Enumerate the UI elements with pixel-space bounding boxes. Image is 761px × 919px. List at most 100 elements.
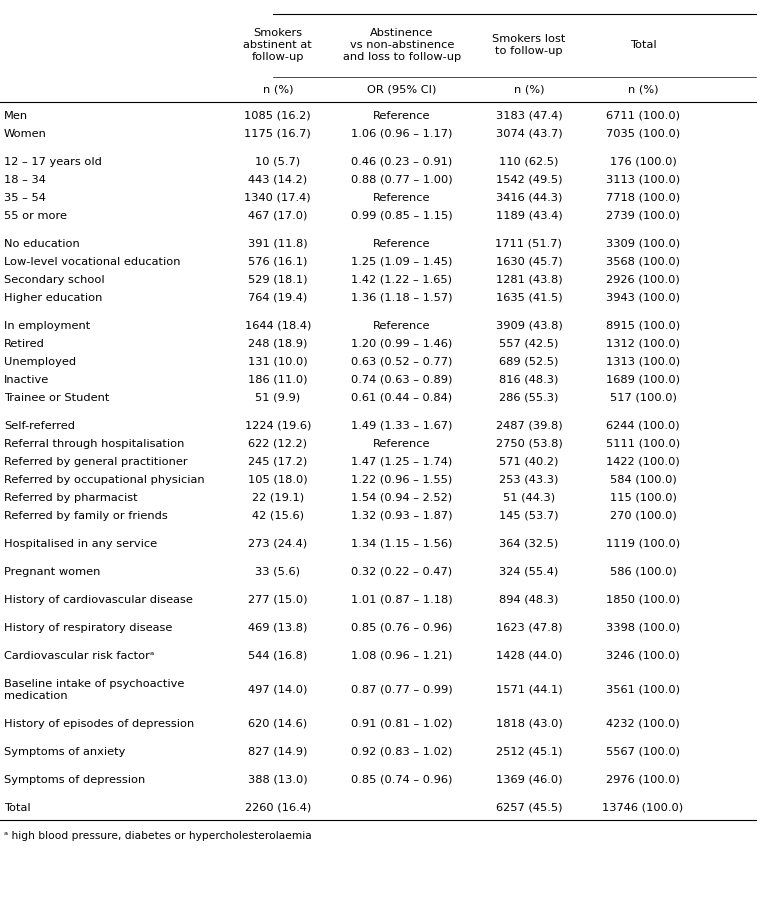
- Text: Total: Total: [4, 802, 30, 812]
- Text: Low-level vocational education: Low-level vocational education: [4, 256, 180, 267]
- Text: 1175 (16.7): 1175 (16.7): [244, 129, 311, 139]
- Text: 576 (16.1): 576 (16.1): [248, 256, 307, 267]
- Text: Women: Women: [4, 129, 46, 139]
- Text: 497 (14.0): 497 (14.0): [248, 685, 307, 694]
- Text: 1635 (41.5): 1635 (41.5): [495, 292, 562, 302]
- Text: 2926 (100.0): 2926 (100.0): [607, 275, 680, 285]
- Text: 1850 (100.0): 1850 (100.0): [606, 595, 680, 605]
- Text: 0.85 (0.76 – 0.96): 0.85 (0.76 – 0.96): [351, 622, 453, 632]
- Text: 0.46 (0.23 – 0.91): 0.46 (0.23 – 0.91): [351, 157, 453, 167]
- Text: 8915 (100.0): 8915 (100.0): [606, 321, 680, 331]
- Text: 1189 (43.4): 1189 (43.4): [495, 210, 562, 221]
- Text: 517 (100.0): 517 (100.0): [610, 392, 677, 403]
- Text: 894 (48.3): 894 (48.3): [499, 595, 559, 605]
- Text: 0.61 (0.44 – 0.84): 0.61 (0.44 – 0.84): [352, 392, 452, 403]
- Text: 2512 (45.1): 2512 (45.1): [495, 746, 562, 756]
- Text: 0.99 (0.85 – 1.15): 0.99 (0.85 – 1.15): [351, 210, 453, 221]
- Text: 816 (48.3): 816 (48.3): [499, 375, 559, 384]
- Text: 1224 (19.6): 1224 (19.6): [244, 421, 311, 430]
- Text: Pregnant women: Pregnant women: [4, 566, 100, 576]
- Text: 1428 (44.0): 1428 (44.0): [495, 651, 562, 660]
- Text: 105 (18.0): 105 (18.0): [248, 474, 307, 484]
- Text: 1.06 (0.96 – 1.17): 1.06 (0.96 – 1.17): [351, 129, 453, 139]
- Text: 0.63 (0.52 – 0.77): 0.63 (0.52 – 0.77): [351, 357, 453, 367]
- Text: 12 – 17 years old: 12 – 17 years old: [4, 157, 102, 167]
- Text: 0.87 (0.77 – 0.99): 0.87 (0.77 – 0.99): [351, 685, 453, 694]
- Text: 391 (11.8): 391 (11.8): [248, 239, 307, 249]
- Text: 18 – 34: 18 – 34: [4, 175, 46, 185]
- Text: Unemployed: Unemployed: [4, 357, 76, 367]
- Text: Higher education: Higher education: [4, 292, 102, 302]
- Text: Secondary school: Secondary school: [4, 275, 104, 285]
- Text: 5111 (100.0): 5111 (100.0): [606, 438, 680, 448]
- Text: 6257 (45.5): 6257 (45.5): [495, 802, 562, 812]
- Text: 13746 (100.0): 13746 (100.0): [603, 802, 683, 812]
- Text: Men: Men: [4, 111, 28, 121]
- Text: 22 (19.1): 22 (19.1): [252, 493, 304, 503]
- Text: 176 (100.0): 176 (100.0): [610, 157, 677, 167]
- Text: 35 – 54: 35 – 54: [4, 193, 46, 203]
- Text: 1281 (43.8): 1281 (43.8): [495, 275, 562, 285]
- Text: 544 (16.8): 544 (16.8): [248, 651, 307, 660]
- Text: 0.91 (0.81 – 1.02): 0.91 (0.81 – 1.02): [351, 719, 453, 728]
- Text: 1085 (16.2): 1085 (16.2): [244, 111, 311, 121]
- Text: 364 (32.5): 364 (32.5): [499, 539, 559, 549]
- Text: 1571 (44.1): 1571 (44.1): [495, 685, 562, 694]
- Text: Smokers
abstinent at
follow-up: Smokers abstinent at follow-up: [244, 28, 312, 62]
- Text: Reference: Reference: [373, 193, 431, 203]
- Text: Symptoms of anxiety: Symptoms of anxiety: [4, 746, 125, 756]
- Text: 245 (17.2): 245 (17.2): [248, 457, 307, 467]
- Text: Total: Total: [630, 40, 656, 50]
- Text: 115 (100.0): 115 (100.0): [610, 493, 677, 503]
- Text: 0.32 (0.22 – 0.47): 0.32 (0.22 – 0.47): [352, 566, 452, 576]
- Text: 0.85 (0.74 – 0.96): 0.85 (0.74 – 0.96): [351, 774, 453, 784]
- Text: 270 (100.0): 270 (100.0): [610, 510, 677, 520]
- Text: n (%): n (%): [263, 85, 293, 95]
- Text: OR (95% CI): OR (95% CI): [367, 85, 437, 95]
- Text: Referred by family or friends: Referred by family or friends: [4, 510, 167, 520]
- Text: 1689 (100.0): 1689 (100.0): [606, 375, 680, 384]
- Text: n (%): n (%): [628, 85, 658, 95]
- Text: 1369 (46.0): 1369 (46.0): [495, 774, 562, 784]
- Text: 51 (9.9): 51 (9.9): [255, 392, 301, 403]
- Text: 1313 (100.0): 1313 (100.0): [606, 357, 680, 367]
- Text: 1.01 (0.87 – 1.18): 1.01 (0.87 – 1.18): [351, 595, 453, 605]
- Text: 42 (15.6): 42 (15.6): [252, 510, 304, 520]
- Text: 1.34 (1.15 – 1.56): 1.34 (1.15 – 1.56): [351, 539, 453, 549]
- Text: 145 (53.7): 145 (53.7): [499, 510, 559, 520]
- Text: ᵃ high blood pressure, diabetes or hypercholesterolaemia: ᵃ high blood pressure, diabetes or hyper…: [4, 830, 311, 840]
- Text: 0.74 (0.63 – 0.89): 0.74 (0.63 – 0.89): [351, 375, 453, 384]
- Text: 5567 (100.0): 5567 (100.0): [606, 746, 680, 756]
- Text: 186 (11.0): 186 (11.0): [248, 375, 307, 384]
- Text: 7718 (100.0): 7718 (100.0): [606, 193, 680, 203]
- Text: 1340 (17.4): 1340 (17.4): [244, 193, 311, 203]
- Text: 529 (18.1): 529 (18.1): [248, 275, 307, 285]
- Text: 2976 (100.0): 2976 (100.0): [606, 774, 680, 784]
- Text: 584 (100.0): 584 (100.0): [610, 474, 677, 484]
- Text: 3113 (100.0): 3113 (100.0): [606, 175, 680, 185]
- Text: Symptoms of depression: Symptoms of depression: [4, 774, 145, 784]
- Text: History of cardiovascular disease: History of cardiovascular disease: [4, 595, 193, 605]
- Text: 3309 (100.0): 3309 (100.0): [606, 239, 680, 249]
- Text: Hospitalised in any service: Hospitalised in any service: [4, 539, 157, 549]
- Text: 277 (15.0): 277 (15.0): [248, 595, 307, 605]
- Text: Abstinence
vs non-abstinence
and loss to follow-up: Abstinence vs non-abstinence and loss to…: [342, 28, 461, 62]
- Text: Reference: Reference: [373, 239, 431, 249]
- Text: Reference: Reference: [373, 321, 431, 331]
- Text: 1623 (47.8): 1623 (47.8): [495, 622, 562, 632]
- Text: Referred by general practitioner: Referred by general practitioner: [4, 457, 187, 467]
- Text: 3416 (44.3): 3416 (44.3): [495, 193, 562, 203]
- Text: 2260 (16.4): 2260 (16.4): [244, 802, 311, 812]
- Text: n (%): n (%): [514, 85, 544, 95]
- Text: 1.25 (1.09 – 1.45): 1.25 (1.09 – 1.45): [351, 256, 453, 267]
- Text: Self-referred: Self-referred: [4, 421, 75, 430]
- Text: 827 (14.9): 827 (14.9): [248, 746, 307, 756]
- Text: History of respiratory disease: History of respiratory disease: [4, 622, 172, 632]
- Text: 3561 (100.0): 3561 (100.0): [606, 685, 680, 694]
- Text: 1.20 (0.99 – 1.46): 1.20 (0.99 – 1.46): [351, 338, 453, 348]
- Text: Baseline intake of psychoactive
medication: Baseline intake of psychoactive medicati…: [4, 678, 184, 700]
- Text: History of episodes of depression: History of episodes of depression: [4, 719, 194, 728]
- Text: 2487 (39.8): 2487 (39.8): [495, 421, 562, 430]
- Text: 110 (62.5): 110 (62.5): [499, 157, 559, 167]
- Text: 1711 (51.7): 1711 (51.7): [495, 239, 562, 249]
